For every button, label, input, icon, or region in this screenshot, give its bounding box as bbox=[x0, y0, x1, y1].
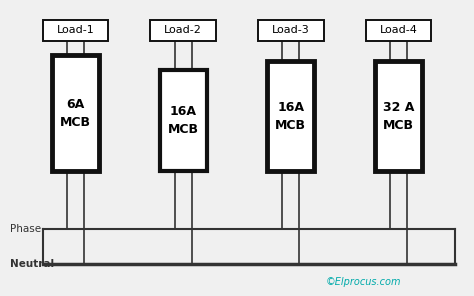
Text: 6A
MCB: 6A MCB bbox=[60, 98, 91, 129]
Text: ©Elprocus.com: ©Elprocus.com bbox=[326, 277, 401, 287]
Text: Load-3: Load-3 bbox=[272, 25, 310, 35]
Text: Phase: Phase bbox=[10, 224, 41, 234]
Bar bbox=[258, 20, 324, 41]
Bar bbox=[52, 55, 99, 171]
Bar bbox=[366, 20, 431, 41]
Bar bbox=[150, 20, 216, 41]
Text: 16A
MCB: 16A MCB bbox=[168, 105, 199, 136]
Text: 32 A
MCB: 32 A MCB bbox=[383, 101, 414, 131]
Bar bbox=[43, 20, 108, 41]
Bar bbox=[160, 70, 207, 171]
Text: Load-1: Load-1 bbox=[56, 25, 94, 35]
Text: 16A
MCB: 16A MCB bbox=[275, 101, 306, 131]
Text: Neutral: Neutral bbox=[10, 259, 54, 269]
Bar bbox=[375, 61, 422, 171]
Bar bbox=[267, 61, 314, 171]
Text: Load-4: Load-4 bbox=[380, 25, 418, 35]
Text: Load-2: Load-2 bbox=[164, 25, 202, 35]
